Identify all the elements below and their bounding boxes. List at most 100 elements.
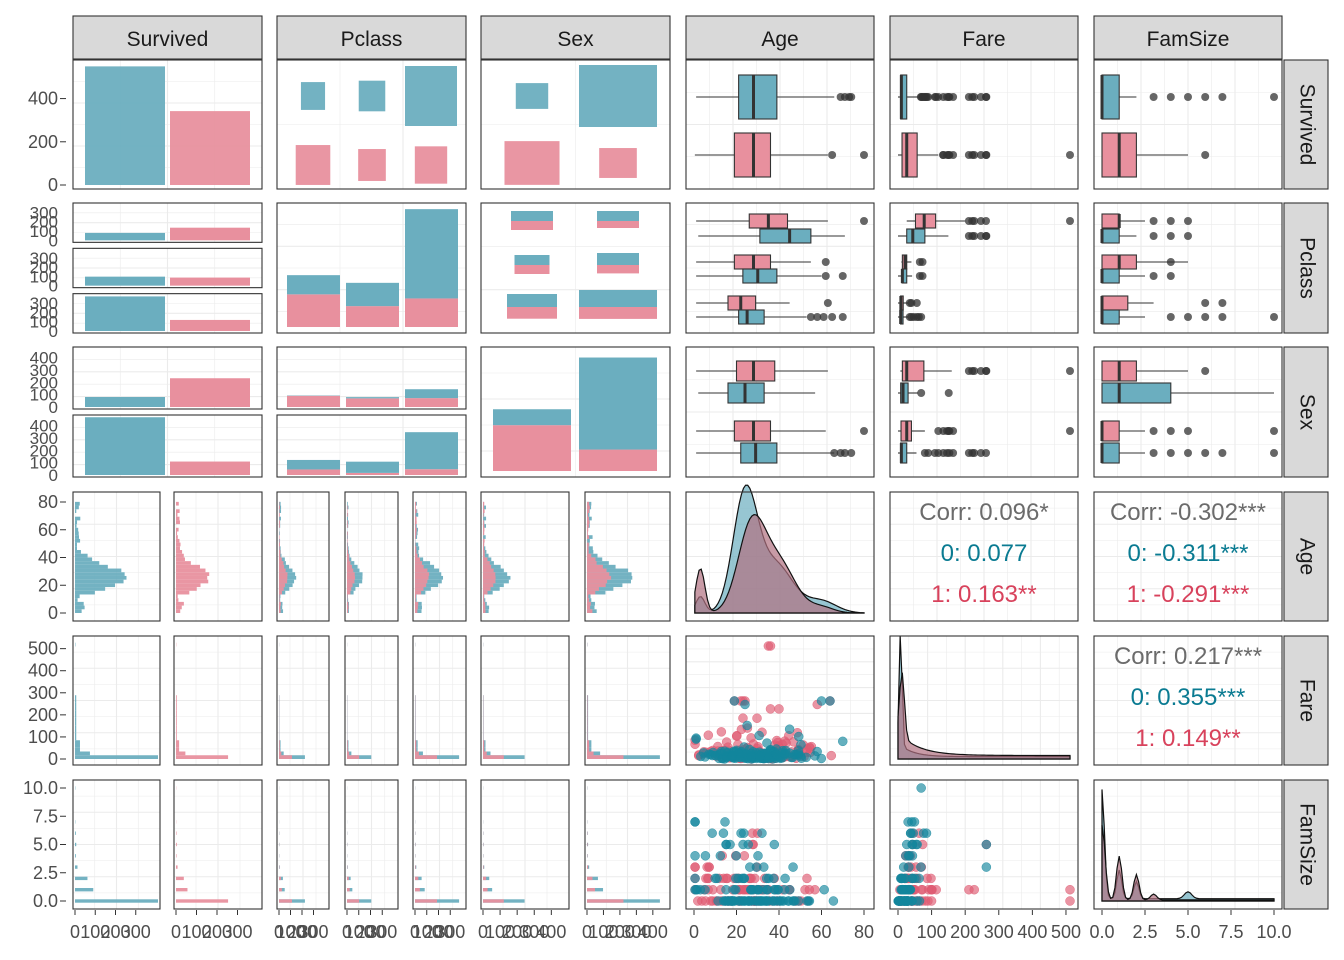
hist-bin bbox=[279, 583, 286, 588]
scatter-point bbox=[788, 862, 798, 872]
hist-bin bbox=[279, 743, 280, 748]
outlier-point bbox=[1166, 93, 1175, 101]
hist-bin bbox=[587, 876, 593, 881]
strip-top-sex: Sex bbox=[480, 15, 671, 60]
hist-bin bbox=[279, 740, 280, 744]
hist-bin bbox=[415, 561, 431, 565]
tile-survived1 bbox=[507, 307, 557, 319]
hist-bin bbox=[176, 557, 185, 562]
hist-bin bbox=[176, 605, 182, 610]
tick-label: 60 bbox=[811, 922, 831, 942]
hist-bin bbox=[415, 542, 419, 547]
panel-sex-survived bbox=[480, 59, 671, 190]
panel-border bbox=[173, 779, 263, 910]
hist-bin bbox=[587, 598, 590, 602]
scatter-point bbox=[729, 696, 740, 706]
hist-survived1 bbox=[483, 642, 504, 759]
strip-label: Sex bbox=[1295, 394, 1318, 431]
hist-bin bbox=[75, 732, 77, 737]
hist-survived1 bbox=[483, 501, 496, 613]
outlier-point bbox=[982, 367, 991, 375]
hist-bin bbox=[587, 721, 588, 726]
scatter-point bbox=[771, 749, 782, 760]
panel-border bbox=[685, 59, 875, 190]
scatter-point bbox=[718, 828, 729, 838]
panel-age-sex bbox=[685, 346, 875, 478]
outlier-point bbox=[970, 93, 979, 101]
hist-bin bbox=[415, 553, 418, 558]
outlier-point bbox=[1066, 151, 1074, 159]
hist-bin bbox=[587, 755, 624, 759]
hist-bin bbox=[75, 598, 78, 602]
hist-bin bbox=[415, 501, 417, 506]
boxplot-survived-1 bbox=[694, 132, 868, 178]
hist-bin bbox=[279, 876, 281, 881]
boxplot-pclass3-survived0 bbox=[1100, 309, 1278, 325]
tile-survived0-male bbox=[579, 65, 657, 127]
tile-survived1 bbox=[511, 221, 553, 230]
hist-bin bbox=[75, 736, 77, 741]
boxplot-survived-0 bbox=[898, 74, 991, 120]
hist-bin bbox=[483, 594, 485, 599]
scatter-point bbox=[907, 873, 917, 884]
hist-bin bbox=[347, 501, 348, 506]
outlier-point bbox=[970, 151, 979, 159]
hist-bin bbox=[347, 888, 350, 892]
panel-border bbox=[412, 779, 467, 910]
hist-bin bbox=[483, 899, 504, 903]
hist-bin bbox=[176, 587, 197, 591]
panel-scatter-fare-famsize bbox=[889, 779, 1079, 910]
hist-survived1 bbox=[587, 501, 612, 613]
bar-class3-survived1 bbox=[405, 298, 458, 327]
hist-bin bbox=[483, 524, 485, 528]
panel-border bbox=[276, 59, 467, 190]
hist-bin bbox=[176, 568, 206, 573]
hist-survived-0 bbox=[75, 786, 158, 903]
hist-bin bbox=[587, 590, 606, 595]
hist-bin bbox=[483, 550, 487, 554]
panel-border bbox=[72, 779, 161, 910]
scatter-point bbox=[690, 862, 700, 872]
hist-bin bbox=[279, 546, 281, 551]
hist-bin bbox=[483, 538, 485, 543]
tick-label: 20 bbox=[38, 575, 58, 595]
hist-bin bbox=[176, 695, 177, 699]
tick-label: 300 bbox=[984, 922, 1014, 942]
hist-bin bbox=[176, 520, 180, 525]
hist-bin bbox=[587, 501, 590, 506]
hist-bin bbox=[347, 524, 348, 528]
hist-bin bbox=[587, 587, 599, 591]
boxplot-male-survived0 bbox=[1100, 442, 1278, 464]
hist-bin bbox=[415, 601, 419, 606]
hist-bin bbox=[483, 598, 485, 602]
hist-bin bbox=[587, 538, 590, 543]
hist-bin bbox=[75, 609, 82, 613]
hist-bin bbox=[347, 505, 349, 510]
outlier-point bbox=[1166, 217, 1175, 225]
panel-border bbox=[889, 491, 1079, 622]
hist-bin bbox=[587, 728, 588, 733]
hist-bin bbox=[75, 747, 80, 752]
hist-bin bbox=[483, 888, 488, 892]
box bbox=[1101, 74, 1120, 120]
hist-bin bbox=[75, 587, 106, 591]
box bbox=[1101, 295, 1129, 311]
hist-bin bbox=[415, 583, 439, 588]
bar-class1-survived0 bbox=[287, 275, 340, 295]
hist-bin bbox=[587, 531, 588, 536]
hist-bin bbox=[176, 888, 188, 892]
boxplot-pclass1-survived1 bbox=[696, 213, 868, 229]
hist-bin bbox=[279, 524, 280, 528]
hist-bin bbox=[176, 728, 177, 733]
tick-label: 200 bbox=[30, 303, 58, 322]
hist-bin bbox=[483, 524, 486, 528]
hist-bin bbox=[347, 546, 349, 551]
hist-bin bbox=[279, 755, 305, 759]
hist-bin bbox=[176, 572, 210, 576]
hist-bin bbox=[279, 601, 281, 606]
hist-bin bbox=[587, 590, 596, 595]
hist-bin bbox=[587, 732, 588, 737]
hist-bin bbox=[587, 609, 593, 613]
bar-survived1 bbox=[346, 472, 399, 475]
